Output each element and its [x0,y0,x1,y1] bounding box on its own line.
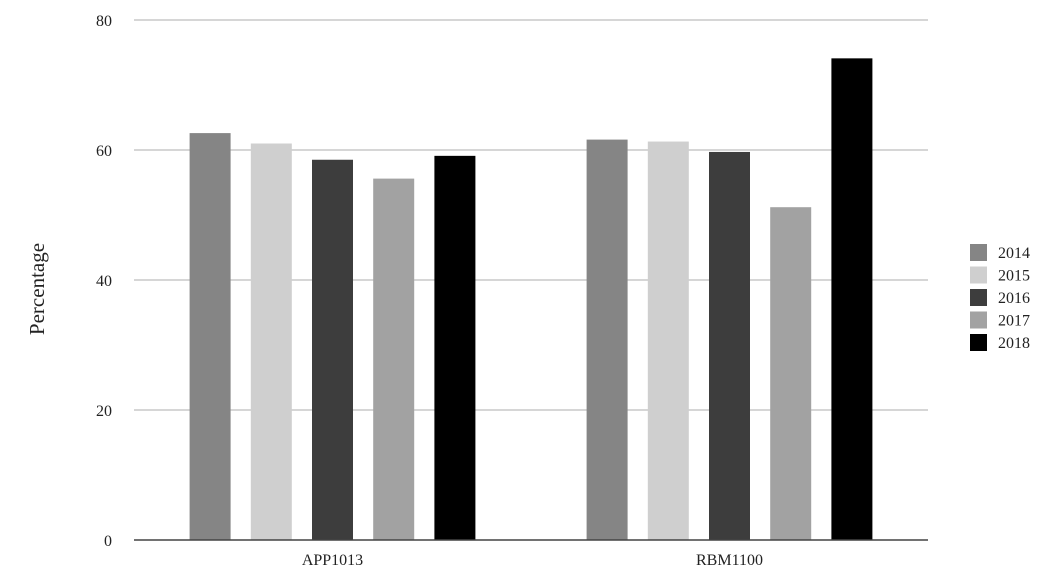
legend-label: 2014 [998,245,1030,262]
legend-swatch [970,334,987,351]
bar-rbm1100-2016 [709,151,750,540]
x-category-label: RBM1100 [696,552,763,569]
bar-app1013-2018 [434,155,476,540]
bar-rbm1100-2018 [831,58,873,540]
legend-swatch [970,289,987,306]
x-axis-categories: APP1013 RBM1100 [302,552,763,569]
legend-swatch [970,311,987,329]
bars [189,58,873,541]
y-tick-label: 40 [96,273,112,290]
bar-rbm1100-2014 [586,139,628,540]
legend-swatch [970,266,987,284]
bar-rbm1100-2017 [770,207,812,540]
y-tick-label: 20 [96,403,112,420]
legend: 2014 2015 2016 2017 2018 [970,244,1030,352]
y-tick-label: 0 [104,533,112,550]
legend-label: 2015 [998,268,1030,285]
x-category-label: APP1013 [302,552,363,569]
bar-app1013-2017 [373,178,415,540]
bar-rbm1100-2015 [647,141,689,541]
legend-label: 2016 [998,290,1030,307]
y-axis-ticks: 0 20 40 60 80 [96,13,112,550]
bar-app1013-2015 [250,143,292,540]
legend-label: 2018 [998,335,1030,352]
legend-swatch [970,244,987,261]
bar-app1013-2014 [189,133,231,540]
y-tick-label: 80 [96,13,112,30]
y-tick-label: 60 [96,143,112,160]
y-axis-title: Percentage [25,243,49,335]
legend-label: 2017 [998,313,1030,330]
bar-app1013-2016 [312,159,353,540]
